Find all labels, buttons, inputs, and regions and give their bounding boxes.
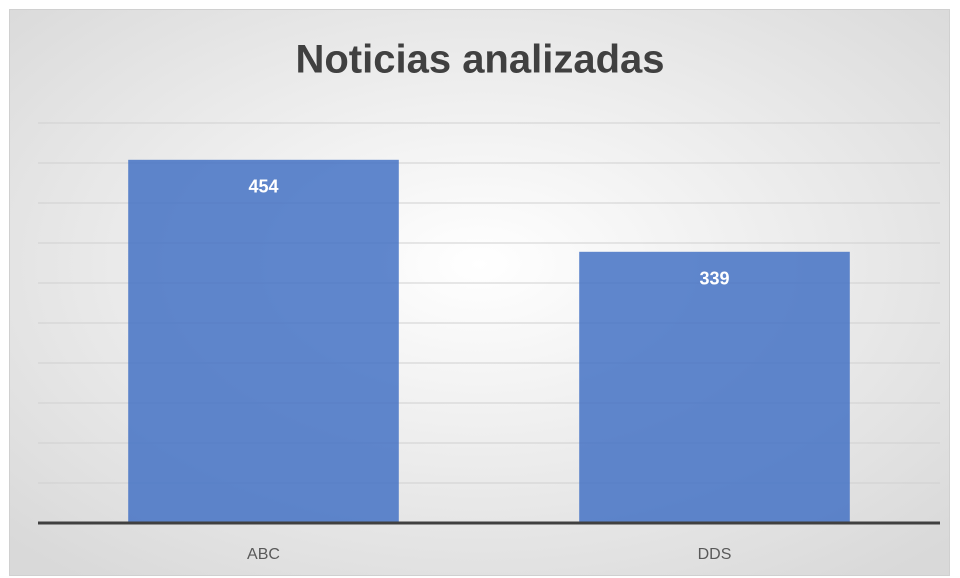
chart-title: Noticias analizadas: [295, 38, 664, 82]
x-tick-label: DDS: [698, 546, 732, 563]
bar: [128, 159, 399, 524]
x-tick-label: ABC: [247, 546, 280, 563]
data-label: 454: [248, 177, 278, 197]
bar: [579, 251, 850, 524]
data-label: 339: [699, 269, 729, 289]
